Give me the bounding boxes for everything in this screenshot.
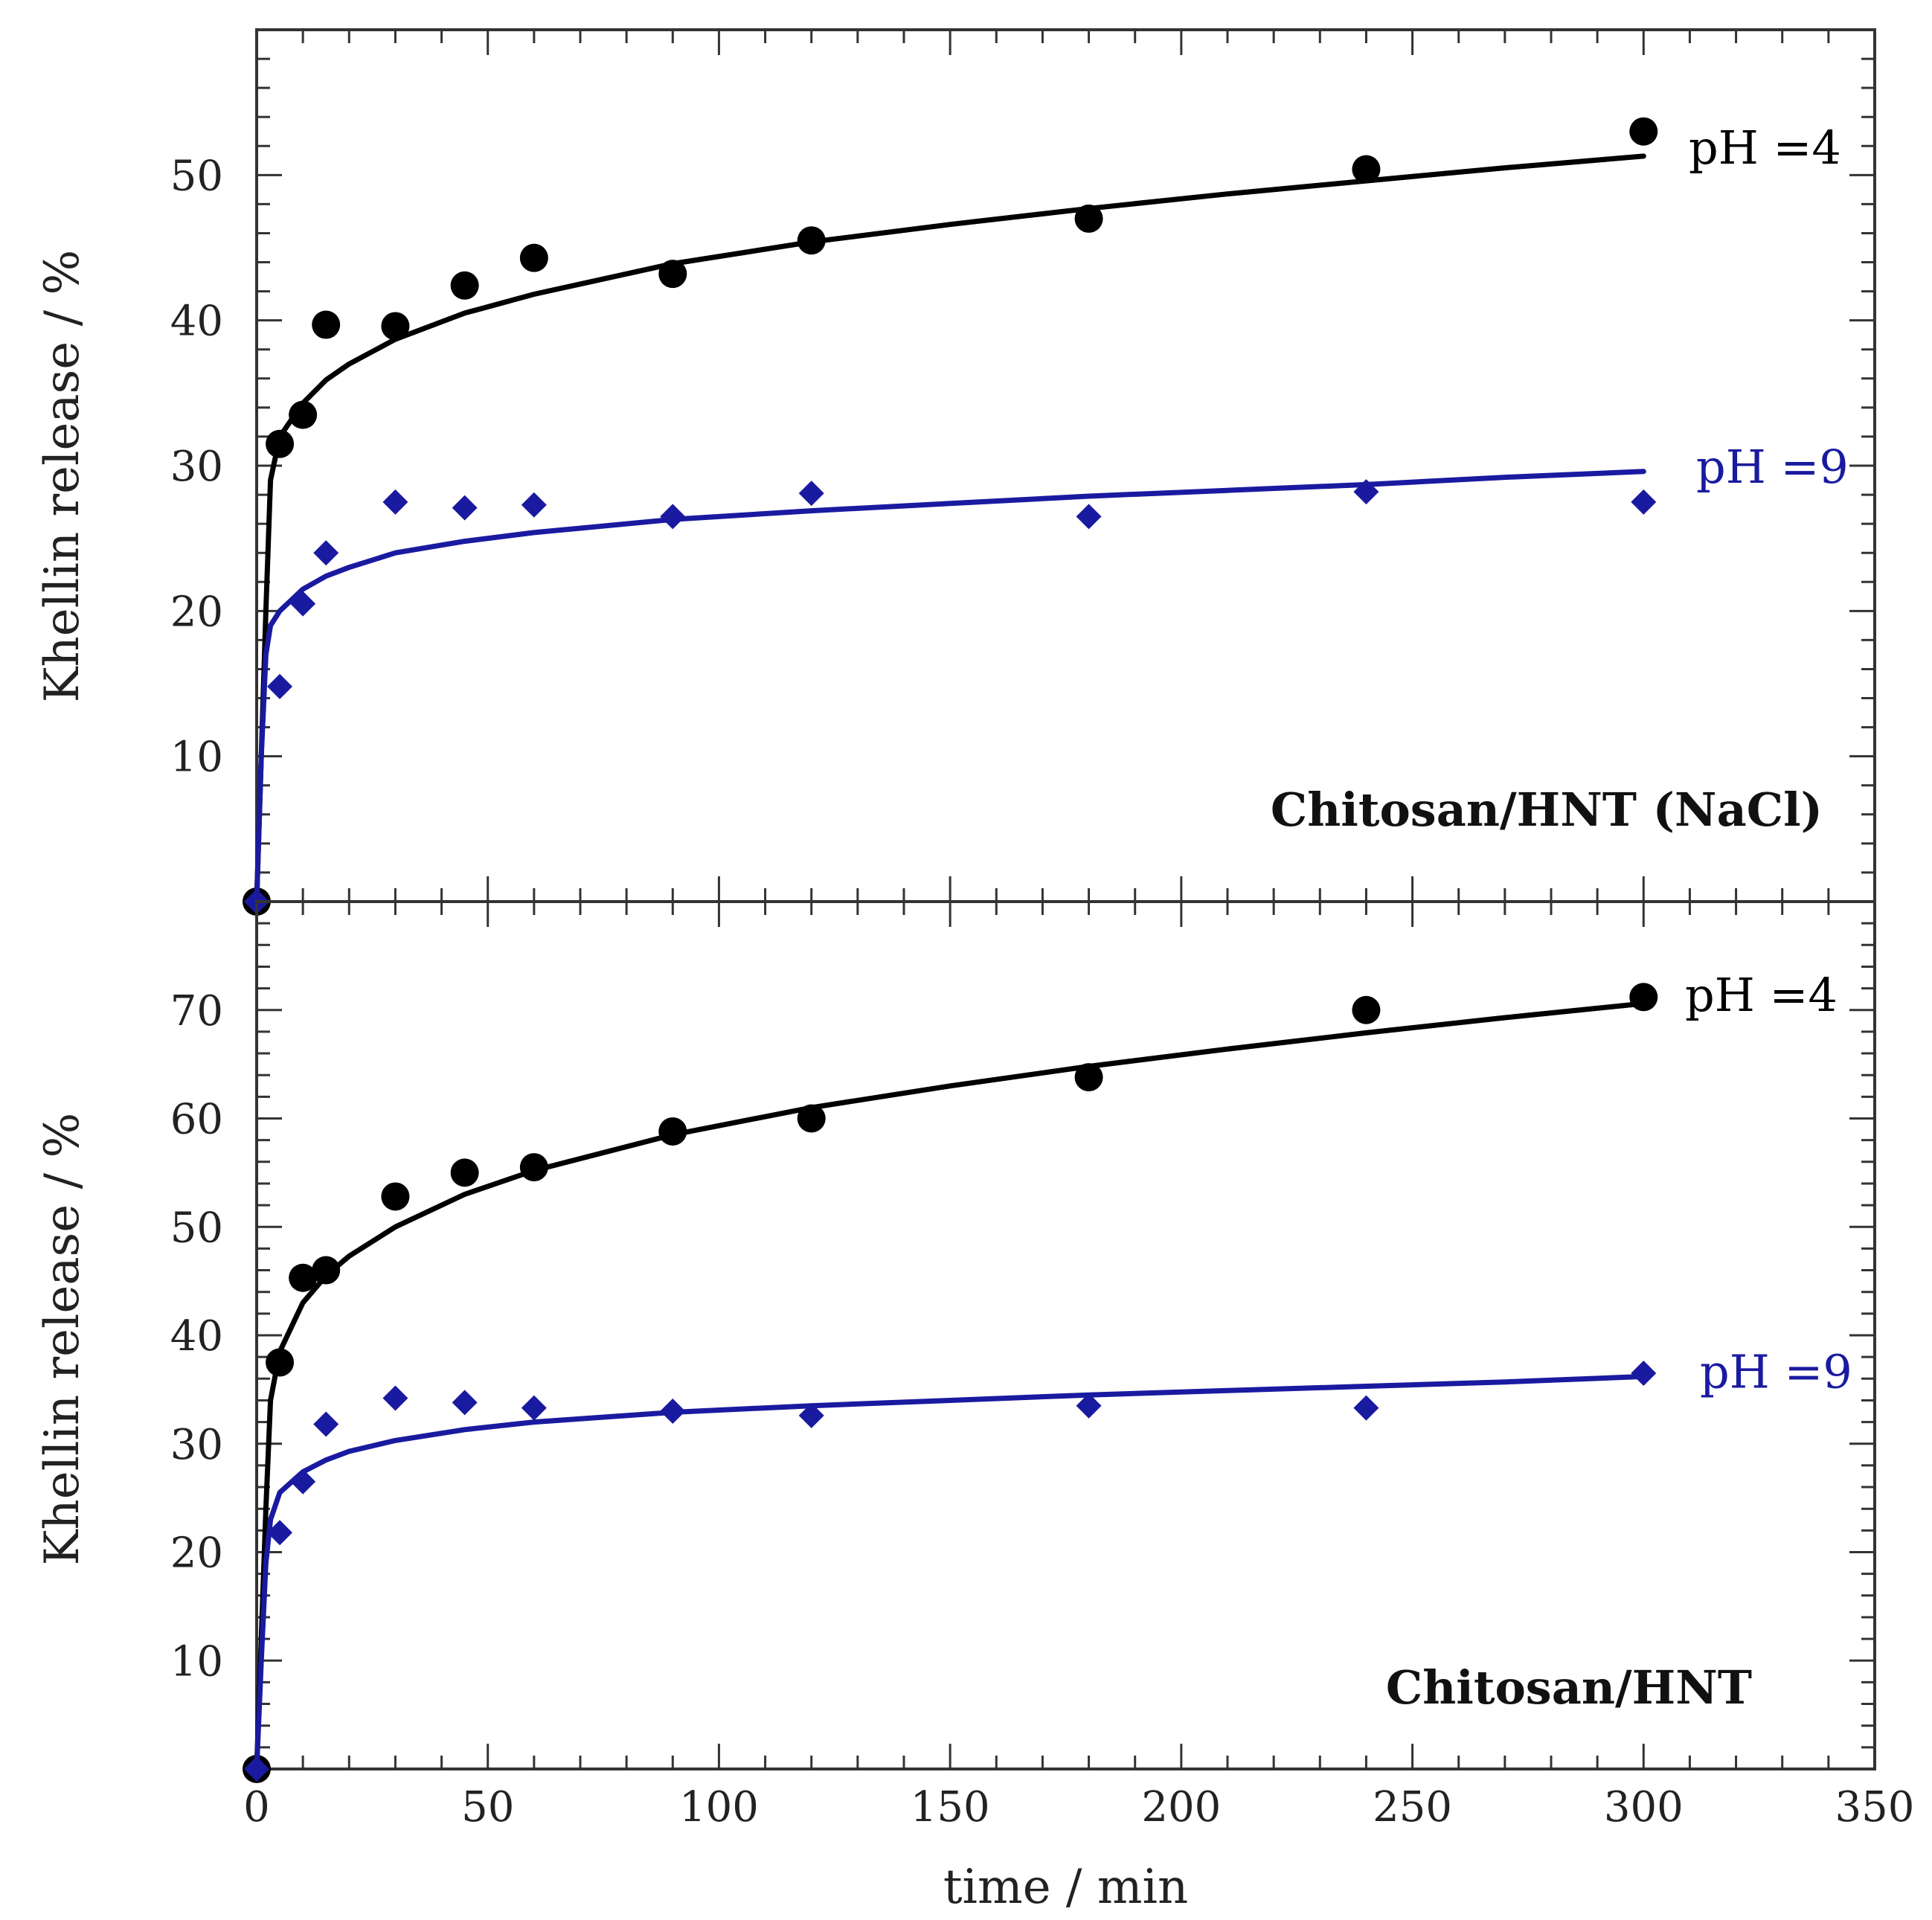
data-point <box>452 1390 478 1416</box>
data-point <box>658 1117 687 1146</box>
data-point <box>450 271 479 300</box>
x-tick-label: 350 <box>1835 1783 1915 1831</box>
x-tick-label: 50 <box>461 1783 514 1831</box>
data-point <box>1631 1361 1657 1387</box>
y-tick-label: 20 <box>170 1529 223 1578</box>
data-point <box>450 1158 479 1187</box>
y-tick-label: 30 <box>170 443 223 491</box>
data-point <box>381 1182 410 1211</box>
data-point <box>1074 204 1103 233</box>
series-ph9: pH =9 <box>244 1344 1852 1782</box>
plot-frame <box>255 28 1876 903</box>
data-point <box>1076 504 1102 530</box>
data-point <box>289 1263 318 1292</box>
data-point <box>797 1104 826 1133</box>
data-point <box>267 1520 293 1546</box>
data-point <box>1074 1063 1103 1092</box>
y-axis-title: Khellin release / % <box>35 1113 90 1566</box>
data-point <box>1629 983 1658 1012</box>
data-point <box>660 504 686 530</box>
series-label: pH =9 <box>1696 440 1849 494</box>
fit-line <box>254 153 1646 905</box>
series-ph9: pH =9 <box>244 440 1849 914</box>
y-tick-label: 30 <box>170 1421 223 1469</box>
data-point <box>797 226 826 255</box>
y-tick-label: 40 <box>170 298 223 346</box>
x-axis-title: time / min <box>943 1860 1188 1915</box>
data-point <box>266 1348 295 1377</box>
data-point <box>382 489 408 515</box>
x-tick-label: 300 <box>1604 1783 1684 1831</box>
panel-top: 10 20 30 40 50 Khellin release / % pH =4 pH =9 C… <box>35 28 1876 916</box>
data-point <box>382 1385 408 1411</box>
panel-label: Chitosan/HNT (NaCl) <box>1271 783 1823 837</box>
data-point <box>289 400 318 429</box>
data-point <box>1353 479 1379 505</box>
panel-label: Chitosan/HNT <box>1386 1660 1752 1715</box>
data-point <box>519 1153 548 1182</box>
data-point <box>313 1411 339 1437</box>
data-point <box>312 1256 341 1285</box>
series-label: pH =4 <box>1689 121 1841 175</box>
data-point <box>1352 995 1381 1024</box>
data-point <box>521 492 547 518</box>
data-point <box>313 540 339 566</box>
x-tick-label: 250 <box>1373 1783 1452 1831</box>
data-point <box>290 1468 316 1494</box>
data-point <box>452 495 478 521</box>
data-point <box>1353 1395 1379 1421</box>
data-point <box>1352 155 1381 184</box>
series-ph4: pH =4 <box>243 117 1841 916</box>
data-point <box>244 1756 269 1782</box>
x-tick-label: 0 <box>243 1783 270 1831</box>
y-axis-title: Khellin release / % <box>35 250 90 703</box>
data-point <box>660 1399 686 1425</box>
data-point <box>519 243 548 272</box>
y-tick-label: 50 <box>170 1204 223 1252</box>
data-point <box>658 260 687 289</box>
panel-bottom: 10 20 30 40 50 60 70 0 50 100 150 200 250 300 350 time … <box>35 900 1915 1915</box>
fit-line <box>254 1373 1646 1772</box>
data-point <box>521 1395 547 1421</box>
y-tick-label: 10 <box>170 1637 223 1686</box>
y-tick-label: 20 <box>170 588 223 636</box>
data-point <box>1631 489 1657 515</box>
y-tick-label: 50 <box>170 152 223 200</box>
data-point <box>798 481 824 507</box>
y-tick-label: 60 <box>170 1096 223 1144</box>
data-point <box>798 1402 824 1428</box>
data-point <box>266 429 295 458</box>
series-label: pH =9 <box>1700 1344 1852 1399</box>
data-point <box>1076 1393 1102 1419</box>
data-point <box>312 310 341 339</box>
plot-frame <box>255 900 1876 1770</box>
fit-line <box>254 1001 1646 1772</box>
data-point <box>381 312 410 341</box>
data-point <box>267 673 293 699</box>
y-tick-label: 40 <box>170 1312 223 1361</box>
data-point <box>1629 117 1658 146</box>
data-point <box>290 591 316 617</box>
fit-line <box>254 469 1646 905</box>
x-tick-label: 150 <box>911 1783 990 1831</box>
y-tick-label: 70 <box>170 987 223 1036</box>
x-tick-label: 200 <box>1141 1783 1221 1831</box>
y-tick-label: 10 <box>170 733 223 782</box>
series-label: pH =4 <box>1685 968 1838 1022</box>
x-tick-label: 100 <box>679 1783 759 1831</box>
